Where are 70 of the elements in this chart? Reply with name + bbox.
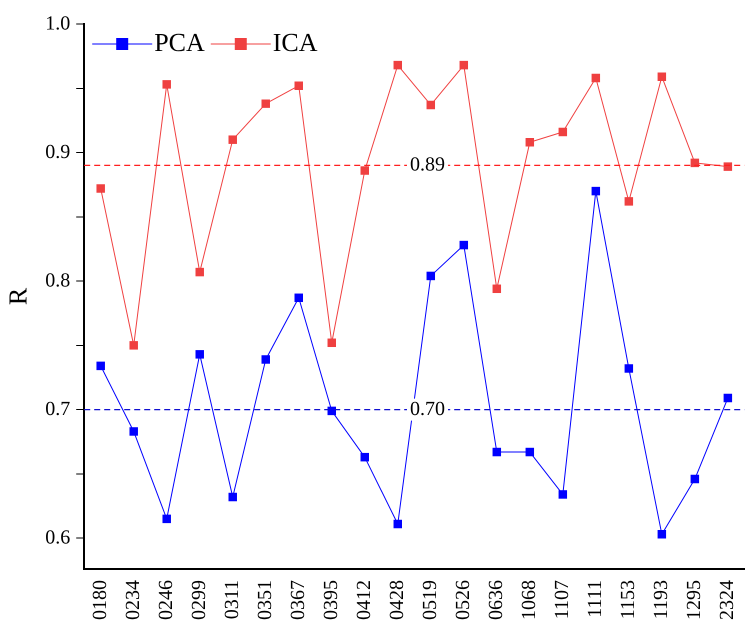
point xyxy=(592,74,600,82)
legend-label: PCA xyxy=(154,28,205,57)
point xyxy=(526,448,534,456)
point xyxy=(96,184,105,193)
point xyxy=(460,60,468,70)
y-tick-label: 1.0 xyxy=(45,12,70,34)
point xyxy=(228,492,237,502)
point xyxy=(294,294,303,302)
point xyxy=(162,80,171,89)
ref-line-label: 0.70 xyxy=(410,398,445,420)
x-tick-label: 1295 xyxy=(683,580,706,620)
y-tick-label: 0.6 xyxy=(45,526,70,548)
point xyxy=(592,186,600,196)
point xyxy=(294,81,303,90)
point xyxy=(690,474,700,484)
x-tick-label: 1068 xyxy=(518,580,540,620)
x-tick-label: 0299 xyxy=(188,580,210,620)
x-tick-label: 2324 xyxy=(716,580,738,620)
point xyxy=(426,272,436,280)
point xyxy=(262,99,270,108)
x-tick-label: 0234 xyxy=(122,580,144,620)
x-tick-label: 0519 xyxy=(419,580,442,620)
x-tick-label: 1111 xyxy=(584,580,606,618)
point xyxy=(558,490,568,499)
y-axis-title: R xyxy=(3,287,32,306)
point xyxy=(658,530,666,539)
point xyxy=(658,72,666,81)
point xyxy=(426,100,436,110)
point xyxy=(328,406,336,416)
x-tick-label: 0526 xyxy=(452,580,474,620)
y-tick-label: 0.8 xyxy=(45,269,70,292)
point xyxy=(262,355,270,364)
x-tick-label: 0311 xyxy=(220,580,243,620)
point xyxy=(624,364,634,373)
point xyxy=(96,362,105,370)
point xyxy=(724,162,732,171)
x-tick-label: 1107 xyxy=(551,580,574,620)
ref-line-label: 0.89 xyxy=(410,154,445,176)
point xyxy=(394,60,402,70)
point xyxy=(558,128,568,136)
point xyxy=(195,350,204,359)
point xyxy=(394,520,402,528)
x-tick-label: 0180 xyxy=(88,580,111,620)
x-tick-label: 0367 xyxy=(287,580,309,620)
point xyxy=(162,514,171,524)
x-tick-label: 1153 xyxy=(617,580,640,620)
point xyxy=(328,338,336,348)
point xyxy=(129,427,138,436)
point xyxy=(492,448,502,456)
x-tick-label: 0428 xyxy=(386,580,408,620)
x-tick-label: 0395 xyxy=(320,580,342,620)
y-tick-label: 0.7 xyxy=(45,398,70,420)
point xyxy=(690,158,700,168)
x-tick-label: 0412 xyxy=(353,580,376,620)
point xyxy=(624,197,634,206)
x-tick-label: 0351 xyxy=(254,580,276,620)
point xyxy=(360,452,370,462)
point xyxy=(724,394,732,402)
y-tick-label: 0.9 xyxy=(45,140,70,163)
x-tick-label: 1193 xyxy=(650,580,672,620)
legend-label: ICA xyxy=(272,28,318,57)
point xyxy=(526,138,534,146)
point xyxy=(460,240,468,250)
x-tick-label: 0246 xyxy=(154,580,177,620)
point xyxy=(360,166,370,175)
point xyxy=(492,284,502,294)
point xyxy=(129,341,138,350)
point xyxy=(195,268,204,276)
x-tick-label: 0636 xyxy=(485,580,508,620)
point xyxy=(228,135,237,144)
